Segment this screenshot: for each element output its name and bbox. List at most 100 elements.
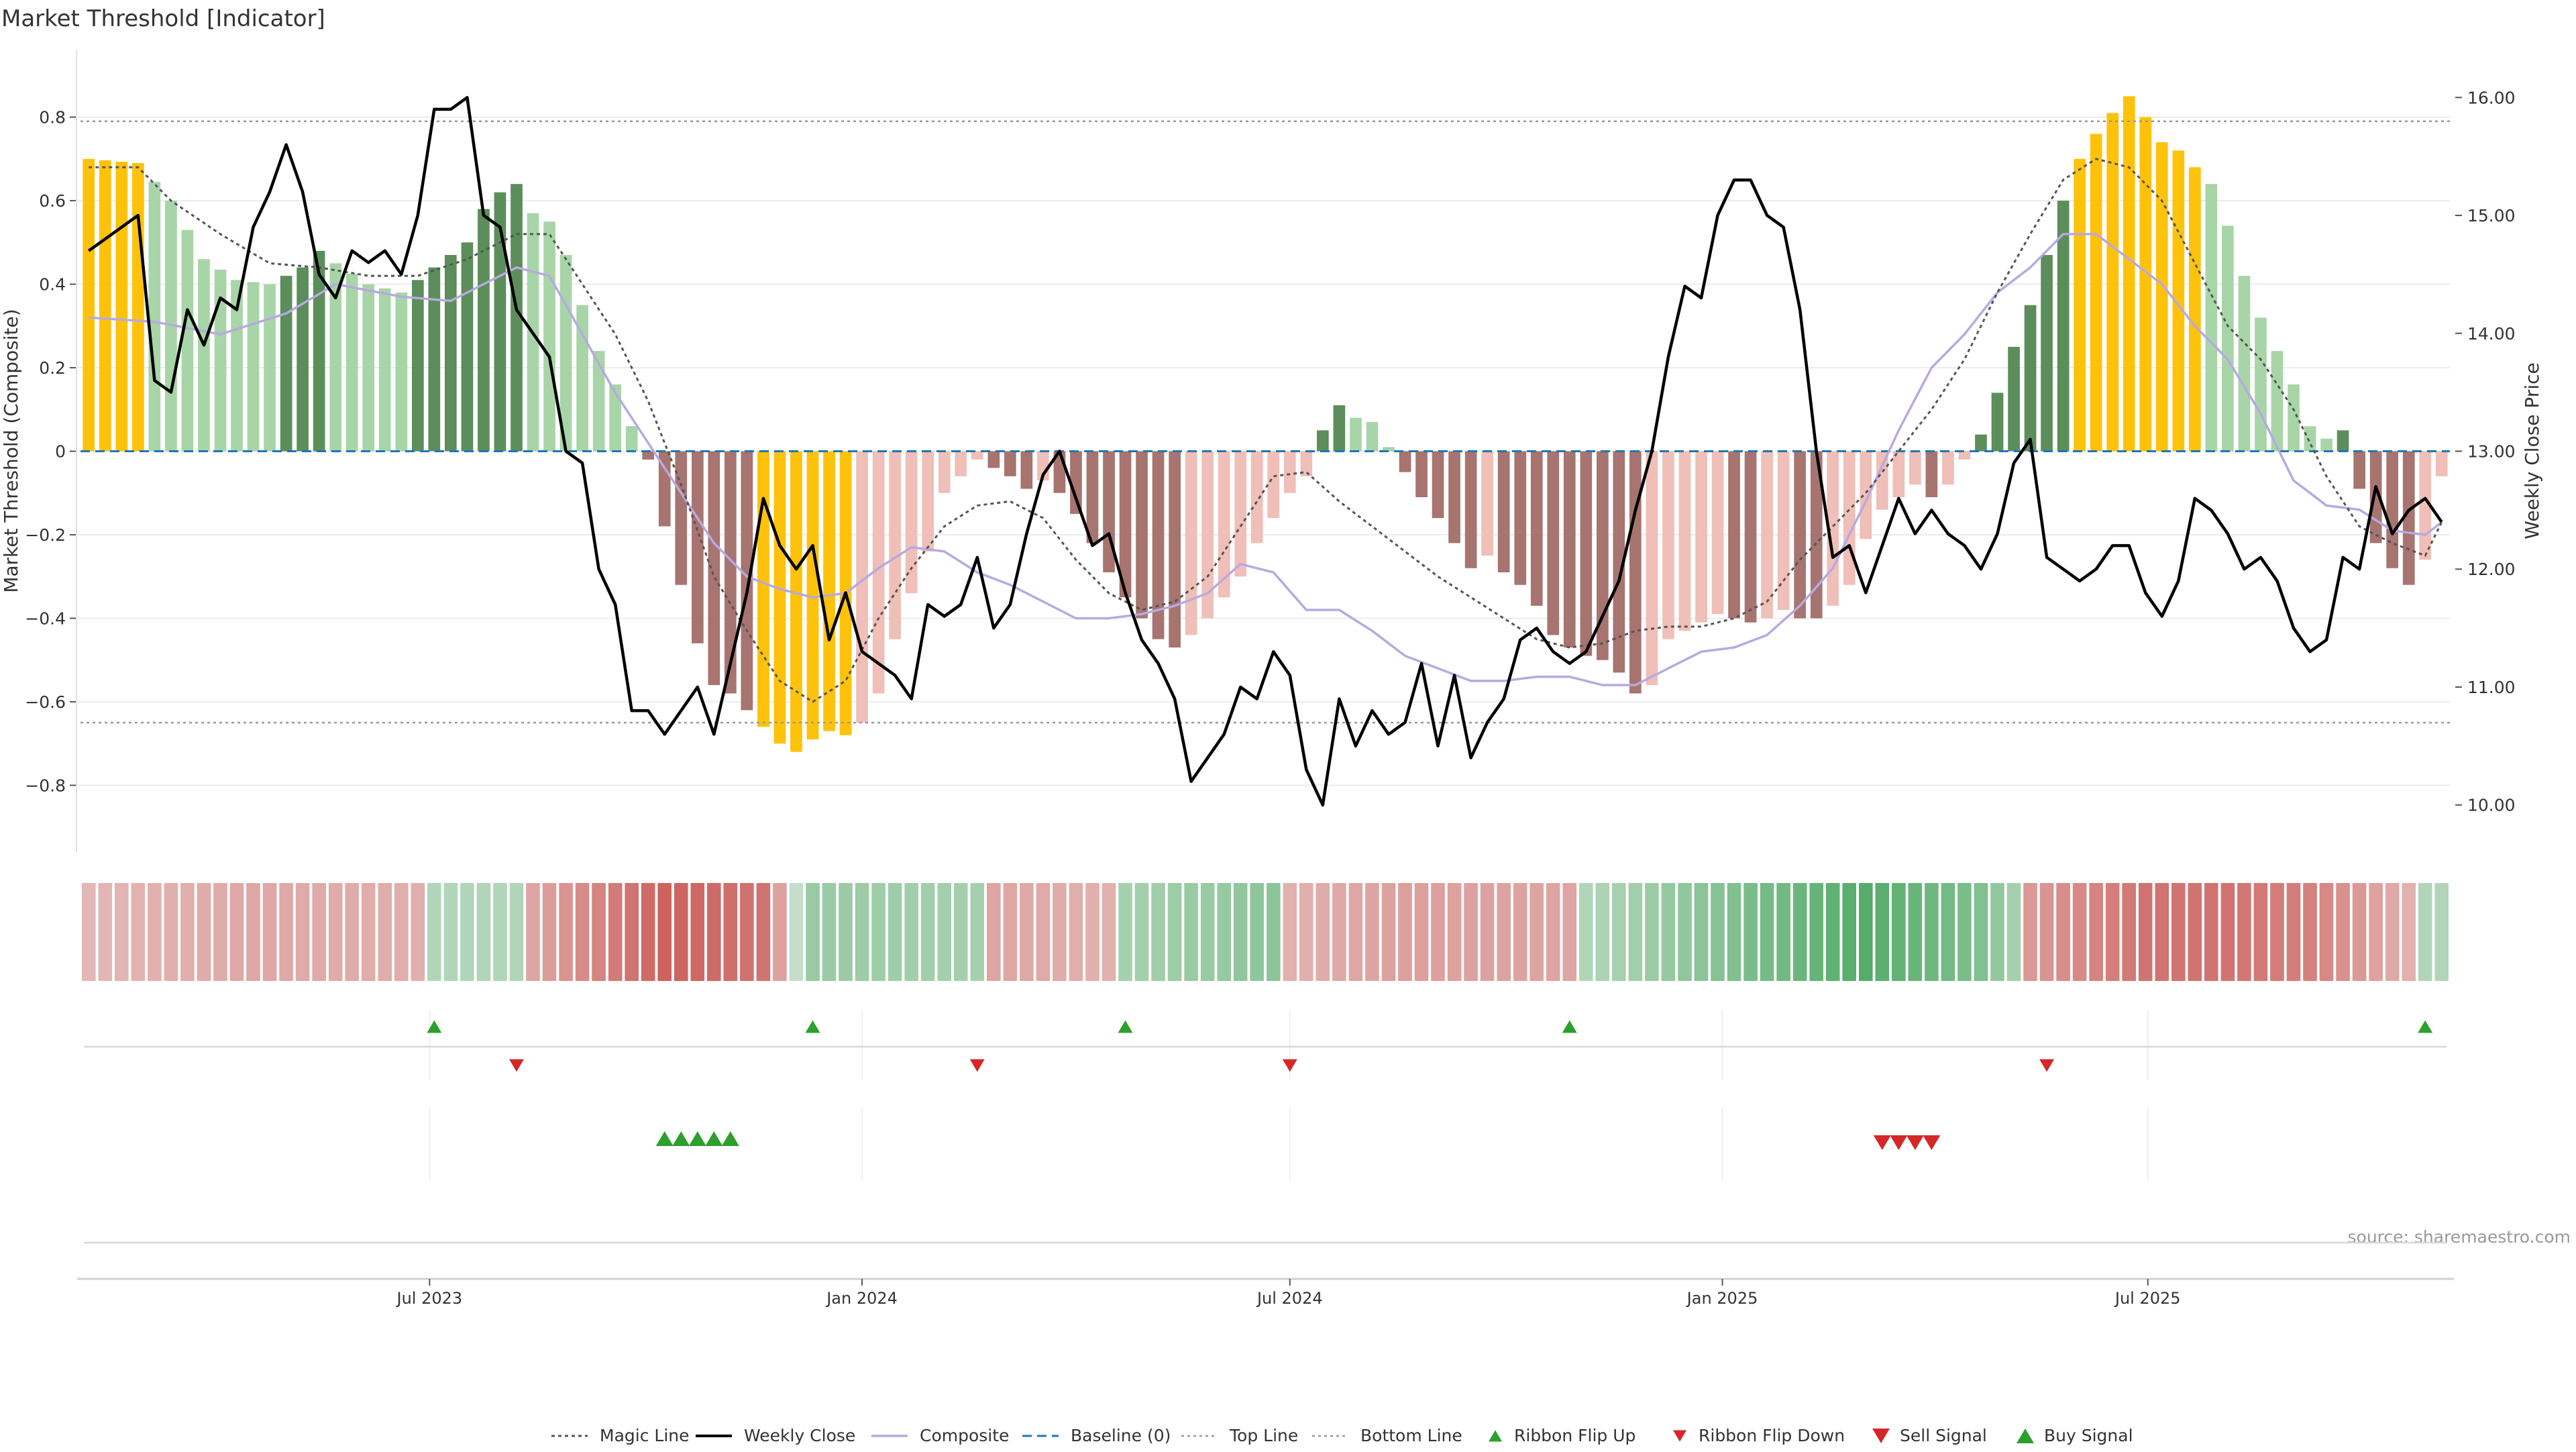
ribbon-cell: [262, 883, 277, 981]
ribbon-cell: [345, 883, 359, 981]
legend-item: Weekly Close: [696, 1426, 855, 1445]
composite-bar: [445, 255, 457, 452]
ribbon-flip-up-marker: [427, 1020, 442, 1033]
composite-bar: [642, 451, 655, 460]
x-tick-label: Jul 2025: [2114, 1289, 2181, 1308]
ribbon-cell: [1332, 883, 1346, 981]
line-layer: [80, 96, 2450, 807]
ribbon-cell: [246, 883, 260, 981]
composite-bar: [1860, 451, 1872, 539]
weekly-close-line: [87, 96, 2443, 807]
ribbon-cell: [180, 883, 195, 981]
ribbon-cell: [131, 883, 146, 981]
composite-bar: [592, 351, 605, 452]
x-tick-label: Jul 2024: [1256, 1289, 1323, 1308]
ribbon-cell: [443, 883, 458, 981]
composite-bar: [872, 451, 885, 694]
ribbon-cell: [789, 883, 804, 981]
ribbon-cell: [361, 883, 376, 981]
legend-item: Bottom Line: [1312, 1426, 1462, 1445]
ribbon-cell: [1595, 883, 1610, 981]
composite-bar: [2041, 255, 2053, 452]
composite-bar: [148, 182, 161, 452]
ribbon-cell: [2270, 883, 2284, 981]
ribbon-cell: [2039, 883, 2054, 981]
x-tick-label: Jan 2024: [825, 1289, 898, 1308]
ribbon-cell: [1612, 883, 1626, 981]
ribbon-flip-up-marker: [2418, 1020, 2433, 1033]
composite-bar: [2106, 113, 2119, 452]
ribbon-cell: [2188, 883, 2202, 981]
composite-bar: [790, 451, 802, 752]
ribbon-cell: [378, 883, 392, 981]
ribbon-cell: [1184, 883, 1198, 981]
ribbon-cell: [1497, 883, 1511, 981]
composite-bar: [2024, 305, 2037, 452]
ribbon-cell: [839, 883, 853, 981]
composite-bar: [905, 451, 918, 594]
composite-bar: [412, 280, 424, 452]
composite-bar: [478, 209, 490, 452]
composite-bar: [2057, 201, 2070, 452]
ribbon-cell: [690, 883, 705, 981]
legend-item: Buy Signal: [2017, 1426, 2133, 1445]
composite-bar: [2369, 451, 2382, 543]
ribbon-cell: [2253, 883, 2268, 981]
composite-bar: [1086, 451, 1099, 543]
y2-tick-label: 16.00: [2467, 88, 2516, 107]
composite-bar: [2189, 167, 2201, 452]
axis-layer: 0.8 0.6 0.4 0.2 0 −0.2 −0.4 −0.6 −0.8 16.00 15.00 1…: [25, 50, 2516, 852]
ribbon-cell: [1053, 883, 1067, 981]
composite-bar: [806, 451, 819, 739]
composite-bar: [922, 451, 934, 552]
ribbon-cell: [1217, 883, 1231, 981]
composite-bar: [625, 426, 638, 452]
ribbon-cell: [1727, 883, 1741, 981]
composite-bar: [511, 184, 523, 452]
composite-bar: [1185, 451, 1197, 635]
composite-bar: [543, 221, 555, 452]
ribbon-cell: [1908, 883, 1923, 981]
ribbon-cell: [1941, 883, 1955, 981]
ribbon-cell: [1776, 883, 1790, 981]
composite-bar: [658, 451, 671, 527]
ribbon-cell: [953, 883, 968, 981]
ribbon-cell: [411, 883, 425, 981]
ribbon-cell: [1464, 883, 1478, 981]
composite-bars: [83, 96, 2448, 752]
composite-bar: [1958, 451, 1971, 460]
ribbon-cell: [970, 883, 985, 981]
composite-bar: [1317, 430, 1329, 452]
ribbon-cell: [2286, 883, 2301, 981]
composite-bar: [1678, 451, 1691, 631]
composite-bar: [280, 276, 292, 452]
composite-bar: [1136, 451, 1148, 619]
ribbon-cell: [1678, 883, 1692, 981]
composite-bar: [1070, 451, 1082, 514]
ribbon-cell: [2072, 883, 2087, 981]
ribbon-cell: [1102, 883, 1116, 981]
ribbon-cell: [871, 883, 885, 981]
ribbon-cell: [674, 883, 688, 981]
y2-tick-label: 14.00: [2467, 324, 2516, 344]
legend-label: Sell Signal: [1900, 1426, 1987, 1445]
legend-item: Magic Line: [551, 1426, 690, 1445]
composite-bar: [2304, 426, 2316, 452]
composite-bar: [1432, 451, 1444, 519]
ribbon-cell: [1925, 883, 1939, 981]
composite-bar: [1350, 417, 1362, 452]
ribbon-cell: [279, 883, 293, 981]
ribbon-cell: [394, 883, 409, 981]
buy-signal-marker: [705, 1131, 723, 1147]
ribbon-cell: [756, 883, 771, 981]
ribbon-cell: [2434, 883, 2449, 981]
composite-bar: [1925, 451, 1938, 497]
legend: Magic Line Weekly Close Composite Baseline …: [551, 1426, 2133, 1445]
composite-bar: [2074, 158, 2086, 452]
ribbon-flip-down-marker: [1282, 1059, 1297, 1072]
composite-bar: [559, 255, 572, 452]
ribbon-cell: [1957, 883, 1972, 981]
composite-bar: [938, 451, 951, 493]
legend-label: Ribbon Flip Up: [1514, 1426, 1635, 1445]
